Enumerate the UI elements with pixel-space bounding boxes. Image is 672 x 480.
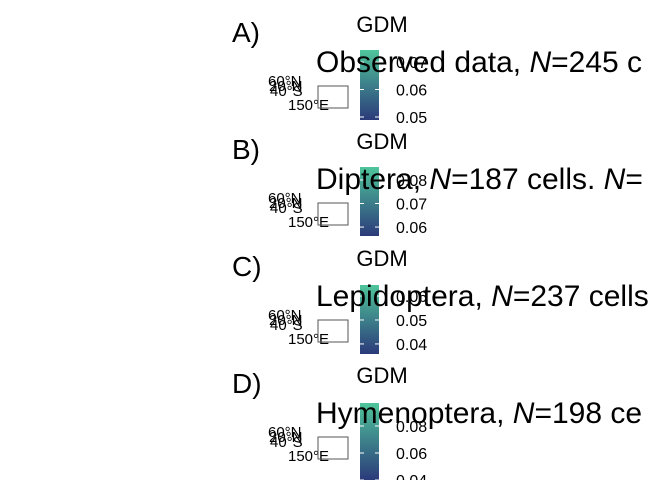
colorbar-tick-label: 0.07 [396,197,427,214]
title-part: Diptera, [316,163,429,196]
map-axis-label: 20°N [269,312,303,329]
colorbar-tick-label: 0.06 [396,220,427,237]
panel-label: A) [232,17,260,48]
panel-title: Diptera, N=187 cells. N= [316,163,643,196]
colorbar-tick-label: 0.08 [396,173,427,190]
legend-title: GDM [356,246,407,271]
map-frame [317,202,349,226]
colorbar [360,167,379,236]
map-axis-label: 60°N [268,190,302,207]
colorbar-tick-label: 0.05 [396,313,427,330]
map-axis-label: 20°N [269,78,303,95]
map-axis-label: 150°E [288,97,329,114]
map-axis-label: 20°N [269,429,303,446]
title-part: N [429,163,451,196]
title-part: = [625,163,643,196]
title-part: =245 c [551,46,642,79]
colorbar-tick-label: 0.08 [396,419,427,436]
panel-title: Observed data, N=245 c [316,46,642,79]
map-axis-label: 20°N [269,195,303,212]
map-frame [317,319,349,343]
colorbar [360,403,379,480]
map-axis-label: 150°E [288,448,329,465]
colorbar [360,285,379,354]
map-axis-label: 150°E [288,331,329,348]
colorbar-tick-label: 0.05 [396,110,427,127]
title-part: N [604,163,626,196]
map-axis-label: 60°N [268,307,302,324]
title-part: Hymenoptera, [316,397,513,430]
map-frame [317,85,349,109]
panel-label: D) [232,368,262,399]
panel-label: C) [232,251,262,282]
title-part: N [491,280,513,313]
legend-title: GDM [356,129,407,154]
legend-title: GDM [356,12,407,37]
map-axis-label: 40°S [270,317,303,334]
colorbar-tick-label: 0.04 [396,473,427,480]
title-part: N [529,46,551,79]
title-part: =198 ce [534,397,642,430]
legend-title: GDM [356,363,407,388]
map-frame [317,436,349,460]
map-axis-label: 40°S [270,200,303,217]
colorbar [360,50,379,120]
colorbar-tick-label: 0.07 [396,55,427,72]
title-part: Lepidoptera, [316,280,491,313]
map-axis-label: 60°N [268,424,302,441]
colorbar-tick-label: 0.06 [396,289,427,306]
colorbar-tick-label: 0.06 [396,83,427,100]
panel-title: Lepidoptera, N=237 cells [316,280,649,313]
title-part: N [513,397,535,430]
colorbar-tick-label: 0.04 [396,337,427,354]
map-axis-label: 40°S [270,434,303,451]
map-axis-label: 150°E [288,214,329,231]
title-part: Observed data, [316,46,529,79]
map-axis-label: 40°S [270,83,303,100]
colorbar-tick-label: 0.06 [396,446,427,463]
panel-label: B) [232,134,260,165]
map-axis-label: 60°N [268,73,302,90]
title-part: =237 cells [513,280,649,313]
title-part: =187 cells. [451,163,604,196]
panel-title: Hymenoptera, N=198 ce [316,397,642,430]
